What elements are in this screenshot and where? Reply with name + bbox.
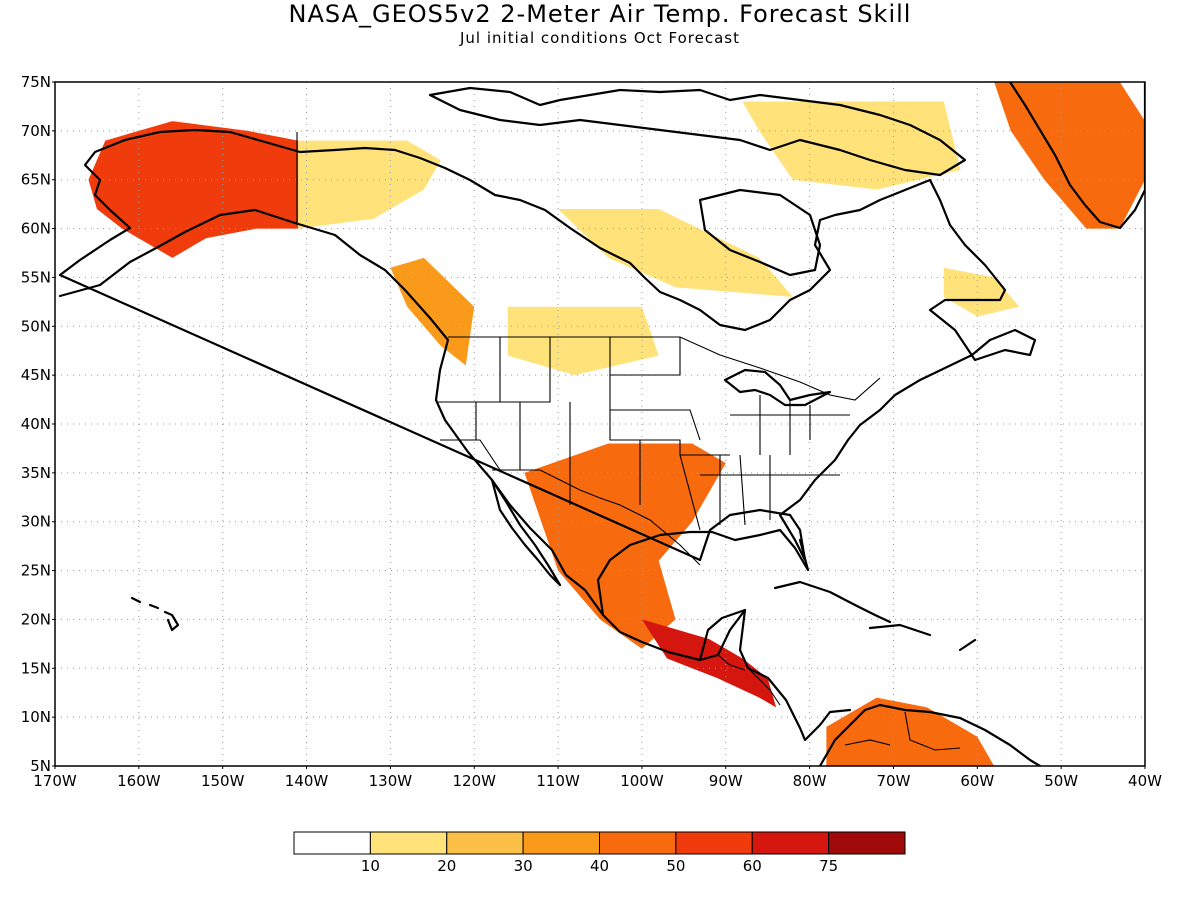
lat-tick-label: 30N — [21, 513, 51, 531]
colorbar-swatch — [446, 831, 524, 855]
lat-tick-label: 70N — [21, 122, 51, 140]
colorbar-label: 50 — [666, 857, 685, 875]
hawaii-coastline — [130, 596, 180, 632]
hudson-bay-coastline — [698, 188, 822, 277]
skill-region-plains-north — [507, 306, 659, 376]
lon-tick-label: 120W — [452, 772, 496, 790]
colorbar-label: 60 — [743, 857, 762, 875]
caribbean-coastline — [773, 580, 977, 652]
longitude-axis-labels: 170W 160W 150W 140W 130W 120W 110W 100W 90W 80W 70… — [33, 766, 1162, 790]
us-mexico-border — [492, 469, 701, 566]
colorbar-label: 75 — [819, 857, 838, 875]
us-state-lines — [436, 337, 850, 531]
arctic-islands-coastline — [428, 86, 967, 177]
lat-tick-label: 60N — [21, 220, 51, 238]
colorbar-swatch — [369, 831, 448, 855]
lat-tick-label: 35N — [21, 464, 51, 482]
political-borders — [296, 132, 961, 751]
colorbar-swatch — [828, 831, 906, 855]
lat-tick-label: 45N — [21, 366, 51, 384]
lon-tick-label: 160W — [117, 772, 161, 790]
lon-tick-label: 80W — [793, 772, 827, 790]
colorbar-swatch — [675, 831, 753, 855]
lon-tick-label: 150W — [201, 772, 245, 790]
baja-coastline — [490, 478, 562, 587]
lon-tick-label: 130W — [369, 772, 413, 790]
lon-tick-label: 50W — [1044, 772, 1078, 790]
skill-region-bc-coast — [390, 257, 475, 366]
lat-tick-label: 75N — [21, 73, 51, 91]
lon-tick-label: 170W — [33, 772, 77, 790]
colorbar-swatch — [751, 831, 830, 855]
lon-tick-label: 70W — [877, 772, 911, 790]
lat-tick-label: 55N — [21, 268, 51, 286]
lat-tick-label: 20N — [21, 610, 51, 628]
coastlines — [58, 82, 1145, 766]
colorbar-label: 20 — [437, 857, 456, 875]
colorbar-label: 30 — [514, 857, 533, 875]
central-america-borders — [717, 654, 781, 706]
lat-tick-label: 50N — [21, 317, 51, 335]
skill-region-hudson-west — [558, 209, 793, 297]
colorbar-legend: 10 20 30 40 50 60 75 — [293, 831, 906, 875]
greenland-coastline — [1008, 82, 1145, 230]
lat-tick-label: 5N — [30, 757, 51, 775]
lat-tick-label: 65N — [21, 171, 51, 189]
colorbar-label: 40 — [590, 857, 609, 875]
great-lakes-coastline — [723, 368, 832, 407]
colorbar-swatch — [293, 831, 371, 855]
skill-region-greenland — [994, 82, 1145, 229]
lon-tick-label: 140W — [285, 772, 329, 790]
skill-region-yukon — [298, 140, 441, 229]
south-america-coastline — [818, 703, 1042, 766]
lon-tick-label: 40W — [1128, 772, 1162, 790]
lat-tick-label: 15N — [21, 659, 51, 677]
colorbar-label: 10 — [361, 857, 380, 875]
map-subtitle: Jul initial conditions Oct Forecast — [460, 29, 740, 47]
map-title: NASA_GEOS5v2 2-Meter Air Temp. Forecast … — [288, 0, 912, 28]
north-america-coastline — [58, 128, 1037, 742]
lon-tick-label: 110W — [536, 772, 580, 790]
lat-tick-label: 40N — [21, 415, 51, 433]
skill-region-alaska — [88, 121, 299, 258]
lat-tick-label: 25N — [21, 562, 51, 580]
us-canada-border — [448, 336, 881, 401]
lon-tick-label: 90W — [709, 772, 743, 790]
south-america-borders — [844, 711, 961, 751]
lat-tick-label: 10N — [21, 708, 51, 726]
colorbar-swatch — [599, 831, 677, 855]
skill-region-labrador — [943, 267, 1020, 317]
lon-tick-label: 100W — [620, 772, 664, 790]
latitude-axis-labels: 5N 10N 15N 20N 25N 30N 35N 40N 45N 50N 55N 60N 65N 70… — [21, 73, 55, 775]
colorbar-swatch — [522, 831, 600, 855]
skill-region-texas-mexico — [524, 443, 726, 649]
gulf-coastline — [596, 528, 810, 662]
lon-tick-label: 60W — [960, 772, 994, 790]
skill-region-central-america — [641, 619, 777, 708]
